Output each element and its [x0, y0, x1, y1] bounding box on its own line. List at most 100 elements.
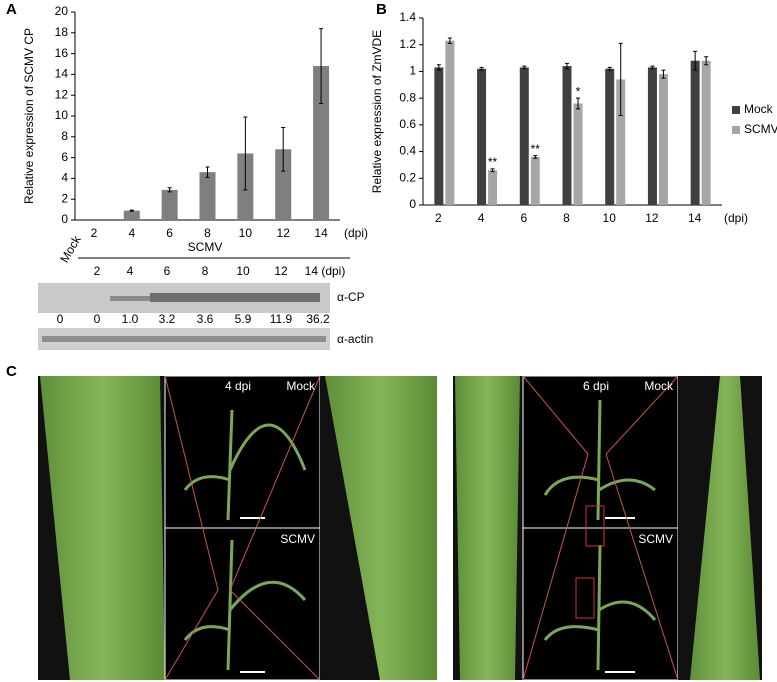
error-bar: [319, 28, 324, 105]
plant: [183, 409, 307, 521]
x-tick-label: 12: [645, 211, 659, 225]
lane-label: 8: [202, 264, 209, 278]
quantity: 5.9: [235, 312, 252, 326]
band: [110, 296, 150, 301]
photo-label: Mock: [644, 379, 674, 393]
y-tick-label: 1: [409, 64, 416, 78]
error-bar: [704, 56, 709, 66]
lane-label: 14 (dpi): [305, 264, 346, 278]
y-axis-label: Relative expression of SCMV CP: [22, 28, 36, 204]
y-tick-label: 0.8: [399, 90, 416, 104]
bar: [275, 149, 292, 220]
bar: [530, 156, 540, 205]
y-tick-label: 0.2: [399, 170, 416, 184]
significance: *: [576, 84, 581, 98]
x-tick-label: 2: [91, 226, 98, 240]
error-bar: [618, 42, 623, 117]
bar: [701, 60, 711, 205]
lane-label: 12: [274, 264, 288, 278]
error-bar: [447, 37, 452, 44]
x-tick-label: 8: [204, 226, 211, 240]
lane-label: 2: [94, 264, 101, 278]
x-axis-label: (dpi): [344, 226, 368, 240]
plant: [543, 399, 656, 521]
y-tick-label: 18: [55, 25, 69, 39]
y-tick-label: 20: [55, 4, 69, 18]
quantity: 36.2: [306, 312, 330, 326]
y-tick-label: 12: [55, 87, 69, 101]
legend-label: Mock: [744, 102, 774, 116]
bar: [658, 74, 668, 205]
photo-label: SCMV: [280, 532, 315, 546]
quantity: 3.2: [159, 312, 176, 326]
legend-label: SCMV: [744, 122, 777, 136]
bar: [313, 66, 330, 220]
x-tick-label: 4: [478, 211, 485, 225]
blot-mock: Mock: [57, 232, 84, 265]
error-bar: [533, 155, 538, 159]
y-tick-label: 1.4: [399, 10, 416, 24]
bar: [562, 66, 572, 205]
y-axis-label: Relative expression of ZmVDE: [370, 30, 384, 193]
leaf: [455, 376, 520, 680]
bar: [123, 210, 140, 220]
significance: **: [531, 142, 541, 156]
y-tick-label: 2: [61, 191, 68, 205]
x-tick-label: 10: [603, 211, 617, 225]
error-bar: [479, 66, 484, 71]
leaf: [40, 376, 165, 680]
band: [42, 336, 326, 342]
error-bar: [661, 69, 666, 79]
y-tick-label: 4: [61, 171, 68, 185]
error-bar: [565, 62, 569, 70]
legend-swatch: [732, 106, 740, 114]
error-bar: [281, 126, 286, 172]
y-tick-label: 8: [61, 129, 68, 143]
plant: [183, 539, 307, 671]
time-label: 6 dpi: [583, 379, 609, 393]
error-bar: [167, 187, 172, 193]
x-axis-label: (dpi): [724, 211, 748, 225]
lane-label: 4: [127, 264, 134, 278]
plant: [543, 544, 657, 671]
error-bar: [243, 116, 248, 191]
blot-group: SCMV: [188, 240, 223, 254]
error-bar: [607, 66, 612, 71]
bar: [616, 79, 626, 205]
bar: [477, 68, 487, 205]
photo-label: SCMV: [638, 532, 673, 546]
photo-label: Mock: [286, 379, 316, 393]
bar: [690, 60, 700, 205]
y-tick-label: 10: [55, 108, 69, 122]
bar: [519, 67, 529, 206]
y-tick-label: 14: [55, 67, 69, 81]
x-tick-label: 14: [688, 211, 702, 225]
bar: [434, 67, 444, 206]
quantity: 3.6: [197, 312, 214, 326]
lane-label: 6: [164, 264, 171, 278]
bar: [605, 68, 615, 205]
panel-letter: C: [6, 363, 17, 380]
zoom-box: [585, 505, 605, 547]
error-bar: [436, 64, 441, 71]
zoom-box: [575, 577, 595, 619]
time-label: 4 dpi: [225, 379, 251, 393]
y-tick-label: 0: [409, 197, 416, 211]
error-bar: [522, 65, 527, 70]
zoom-lines: [522, 375, 679, 681]
antibody: α-actin: [337, 332, 373, 346]
quantity: 0: [94, 312, 101, 326]
zoom-lines: [164, 375, 321, 681]
error-bar: [576, 97, 580, 110]
x-tick-label: 10: [239, 226, 253, 240]
error-bar: [650, 65, 655, 70]
y-tick-label: 16: [55, 46, 69, 60]
bar: [573, 103, 583, 205]
y-tick-label: 0: [61, 212, 68, 226]
y-tick-label: 0.4: [399, 144, 416, 158]
bar: [445, 40, 455, 206]
panel-letter: A: [6, 1, 17, 18]
y-tick-label: 0.6: [399, 117, 416, 131]
bar: [488, 170, 498, 205]
